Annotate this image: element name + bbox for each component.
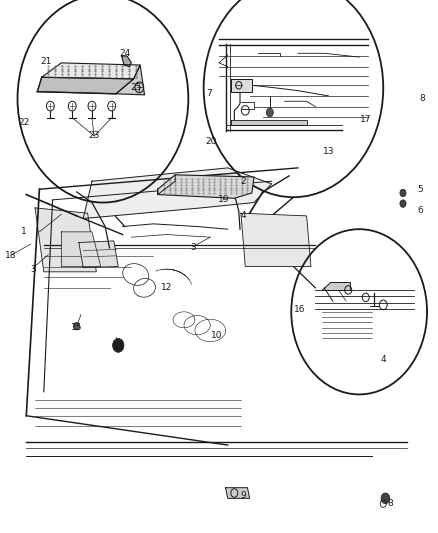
Text: 4: 4 xyxy=(381,356,386,364)
Text: 23: 23 xyxy=(88,132,100,140)
Polygon shape xyxy=(79,241,118,268)
Polygon shape xyxy=(122,56,131,67)
Text: 8: 8 xyxy=(387,499,393,508)
Text: 7: 7 xyxy=(206,89,212,98)
Text: 9: 9 xyxy=(240,491,246,500)
Text: 5: 5 xyxy=(417,185,424,193)
Text: 8: 8 xyxy=(420,94,426,103)
Text: 18: 18 xyxy=(5,252,17,260)
Text: 24: 24 xyxy=(119,49,131,58)
Circle shape xyxy=(113,338,124,352)
Circle shape xyxy=(74,322,80,330)
Polygon shape xyxy=(322,282,350,290)
Text: 25: 25 xyxy=(130,84,141,92)
Text: 3: 3 xyxy=(30,265,36,273)
Polygon shape xyxy=(35,208,96,272)
Text: 2: 2 xyxy=(240,177,246,185)
Polygon shape xyxy=(241,213,311,266)
Polygon shape xyxy=(83,168,272,219)
Text: 15: 15 xyxy=(71,324,82,332)
Circle shape xyxy=(400,189,406,197)
Text: 21: 21 xyxy=(40,57,52,66)
Text: 10: 10 xyxy=(211,332,223,340)
Text: 16: 16 xyxy=(294,305,306,313)
Polygon shape xyxy=(116,65,145,95)
Circle shape xyxy=(266,108,273,117)
Text: 14: 14 xyxy=(113,342,124,351)
Text: 4: 4 xyxy=(240,212,246,220)
Polygon shape xyxy=(158,175,254,198)
Text: 6: 6 xyxy=(417,206,424,215)
Circle shape xyxy=(400,200,406,207)
Circle shape xyxy=(381,493,390,504)
Text: 17: 17 xyxy=(360,116,371,124)
Text: 1: 1 xyxy=(21,228,27,236)
Polygon shape xyxy=(37,77,134,94)
Text: 20: 20 xyxy=(205,137,217,146)
Polygon shape xyxy=(231,120,307,125)
Text: 3: 3 xyxy=(190,244,196,252)
Text: 13: 13 xyxy=(323,148,334,156)
Polygon shape xyxy=(42,63,140,79)
Polygon shape xyxy=(231,79,252,92)
Polygon shape xyxy=(61,232,101,266)
Text: 19: 19 xyxy=(218,196,229,204)
Text: 22: 22 xyxy=(18,118,30,127)
Text: 12: 12 xyxy=(161,284,172,292)
Polygon shape xyxy=(226,488,250,498)
